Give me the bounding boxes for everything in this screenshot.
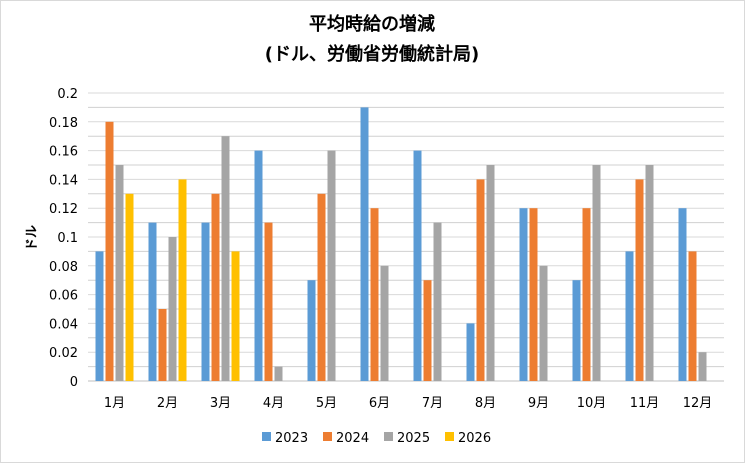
x-tick-label: 12月 [683, 396, 713, 411]
bar-2025-3月 [221, 136, 230, 381]
bar-2023-10月 [572, 280, 581, 381]
legend-swatch-2024 [323, 432, 332, 441]
bar-2025-2月 [168, 237, 177, 381]
bar-2024-12月 [688, 251, 697, 381]
bar-2023-2月 [148, 222, 157, 381]
chart-title-line2: (ドル、労働省労働統計局) [265, 43, 479, 65]
bar-2026-3月 [231, 251, 240, 381]
bar-2023-12月 [678, 208, 687, 381]
bar-2024-1月 [105, 121, 114, 382]
bar-2024-4月 [264, 222, 273, 381]
x-tick-label: 2月 [157, 396, 178, 411]
bar-2025-6月 [380, 265, 389, 381]
legend-label: 2026 [458, 431, 491, 446]
bar-2024-5月 [317, 193, 326, 381]
bar-2023-4月 [254, 150, 263, 381]
y-tick-label: 0.02 [49, 346, 78, 361]
legend-label: 2024 [336, 431, 369, 446]
bar-2023-8月 [466, 323, 475, 381]
bar-2023-3月 [201, 222, 210, 381]
x-tick-label: 3月 [210, 396, 231, 411]
bar-2024-10月 [582, 208, 591, 381]
bar-2024-6月 [370, 208, 379, 381]
bar-2025-9月 [539, 265, 548, 381]
legend-swatch-2026 [445, 432, 454, 441]
x-tick-label: 4月 [263, 396, 284, 411]
bar-2025-1月 [115, 165, 124, 381]
bar-2025-4月 [274, 366, 283, 381]
x-tick-label: 10月 [577, 396, 607, 411]
bar-2024-8月 [476, 179, 485, 381]
bar-2025-8月 [486, 165, 495, 381]
y-tick-label: 0.2 [57, 87, 78, 102]
bar-2023-9月 [519, 208, 528, 381]
y-tick-label: 0.06 [49, 289, 78, 304]
bar-2026-2月 [178, 179, 187, 381]
legend-swatch-2025 [384, 432, 393, 441]
bar-2025-12月 [698, 352, 707, 381]
bar-2025-7月 [433, 222, 442, 381]
bar-2024-7月 [423, 280, 432, 381]
y-tick-label: 0.18 [49, 116, 78, 131]
bar-2023-6月 [360, 107, 369, 382]
bar-2024-2月 [158, 309, 167, 381]
x-tick-label: 1月 [104, 396, 125, 411]
x-tick-label: 9月 [528, 396, 549, 411]
x-tick-label: 6月 [369, 396, 390, 411]
y-tick-label: 0.1 [57, 231, 78, 246]
bar-2023-11月 [625, 251, 634, 381]
bar-2023-5月 [307, 280, 316, 381]
y-tick-label: 0.12 [49, 202, 78, 217]
bar-2025-10月 [592, 165, 601, 381]
y-tick-label: 0.16 [49, 145, 78, 160]
y-tick-label: 0.04 [49, 317, 78, 332]
bar-2023-1月 [95, 251, 104, 381]
bar-2023-7月 [413, 150, 422, 381]
legend-label: 2025 [397, 431, 430, 446]
bar-2024-11月 [635, 179, 644, 381]
bar-2024-9月 [529, 208, 538, 381]
x-tick-label: 5月 [316, 396, 337, 411]
x-tick-label: 8月 [475, 396, 496, 411]
legend-swatch-2023 [262, 432, 271, 441]
y-tick-label: 0.14 [49, 173, 78, 188]
y-axis-label: ドル [25, 225, 40, 251]
legend-label: 2023 [275, 431, 308, 446]
bar-2025-5月 [327, 150, 336, 381]
bar-2025-11月 [645, 165, 654, 381]
bar-2024-3月 [211, 193, 220, 381]
bar-2026-1月 [125, 193, 134, 381]
x-tick-label: 11月 [630, 396, 660, 411]
y-tick-label: 0.08 [49, 260, 78, 275]
x-tick-label: 7月 [422, 396, 443, 411]
chart-title-line1: 平均時給の増減 [309, 13, 435, 35]
y-tick-label: 0 [70, 375, 78, 390]
